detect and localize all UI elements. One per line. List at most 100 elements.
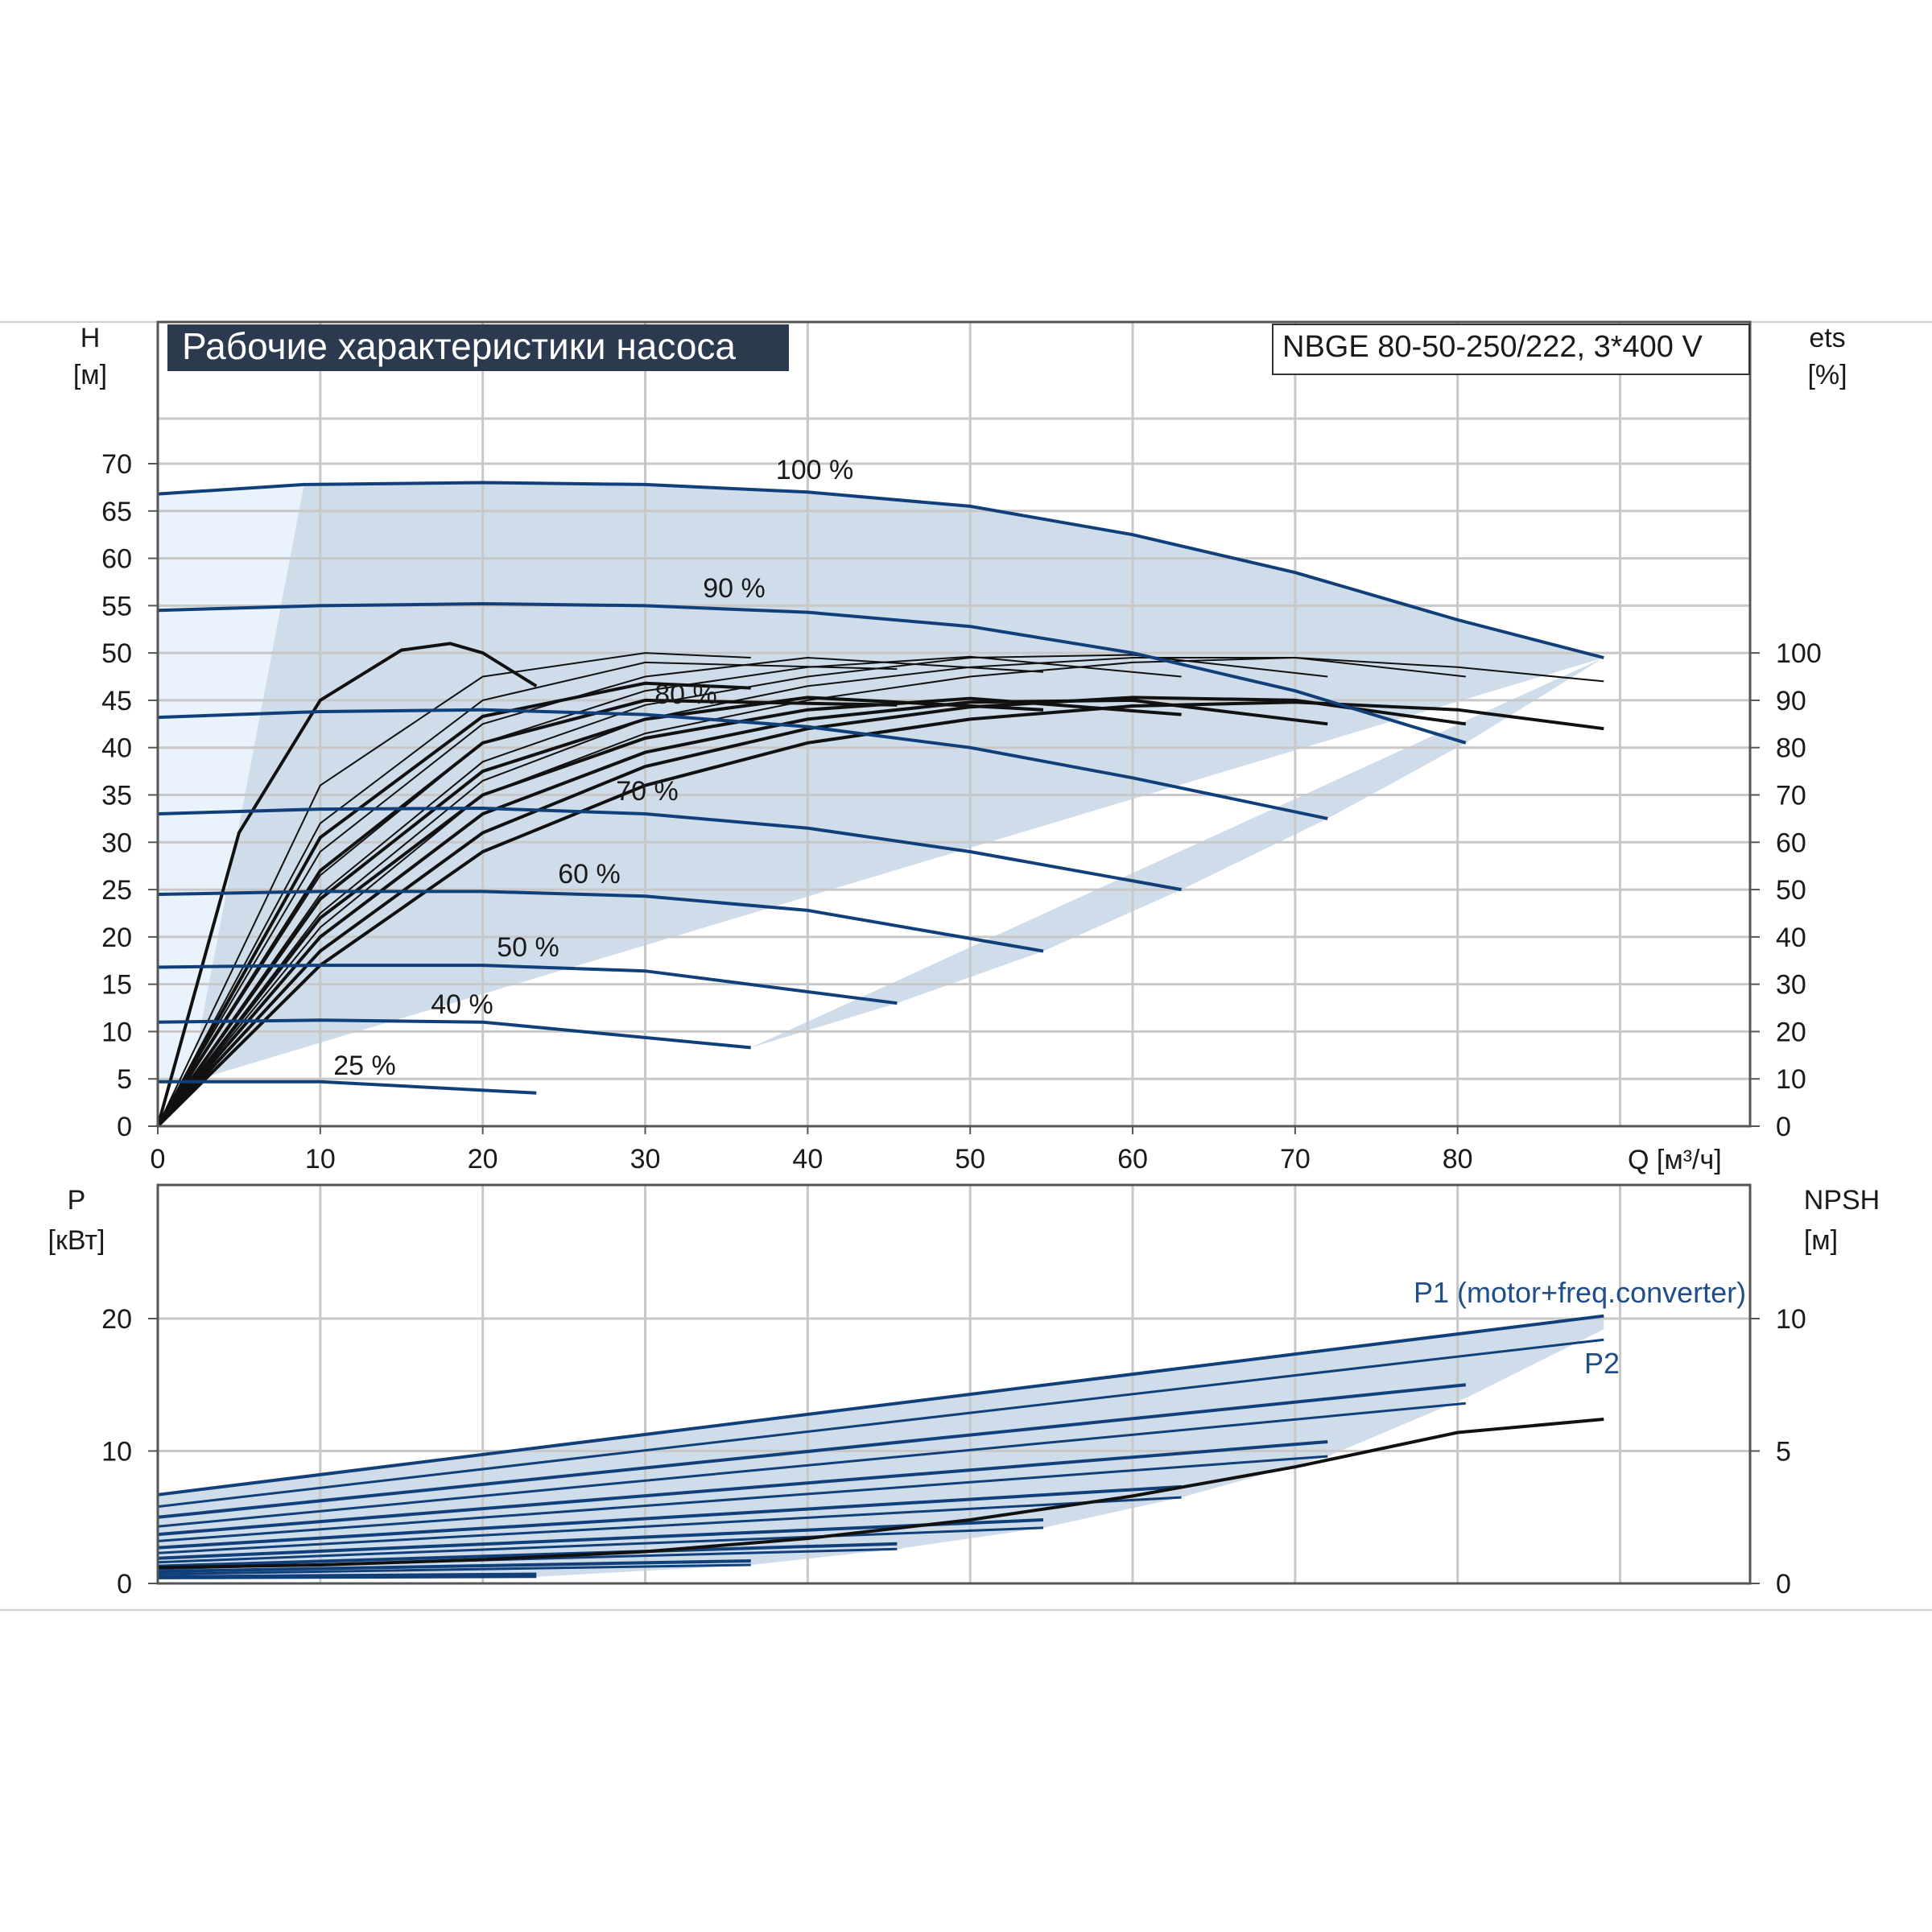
efficiency-curve [157, 652, 751, 1127]
y-axis-title-h-unit: [м] [73, 360, 107, 390]
curve-label: 90 % [703, 573, 766, 604]
curve-label: 100 % [776, 455, 853, 485]
plot-frame-bottom [156, 1183, 1752, 1585]
y-tick-label: 60 [101, 544, 132, 575]
y2-tick-label: 100 [1776, 638, 1822, 669]
y-axis-title-h: H [80, 323, 101, 353]
npsh-tick-label: 0 [1776, 1569, 1791, 1600]
speed-curve [158, 1080, 537, 1095]
efficiency-curve [157, 654, 1328, 1127]
power-curve [157, 1383, 1467, 1519]
efficiency-curve [157, 656, 1604, 1127]
efficiency-curve [157, 657, 1466, 1127]
curve-label: 60 % [558, 859, 621, 890]
y-tick-label: 15 [101, 970, 132, 1001]
power-curve [157, 1572, 537, 1579]
power-curve [157, 1542, 898, 1568]
power-curve [157, 1484, 1182, 1550]
x-tick-label: 30 [630, 1144, 661, 1174]
head-efficiency-panel: 100 % 90 % 80 % 70 % 60 % 50 %40 % 25 % 0 5 10 15 2… [101, 320, 1822, 1174]
y2-tick-label: 10 [1776, 1064, 1806, 1095]
power-curve [157, 1496, 1182, 1554]
y2-axis-title-npsh-unit: [м] [1804, 1225, 1838, 1256]
power-curve [157, 1575, 537, 1579]
power-npsh-panel: 0 10 20 0 5 10 [101, 1183, 1806, 1600]
power-curve [157, 1559, 751, 1574]
y-tick-label: 65 [101, 497, 132, 527]
y-tick-label: 30 [101, 828, 132, 858]
y2-tick-label: 50 [1776, 875, 1806, 906]
efficiency-curve [157, 661, 898, 1127]
y2-tick-label: 90 [1776, 686, 1806, 716]
y2-tick-label: 80 [1776, 733, 1806, 764]
y-axis-title-p-unit: [кВт] [48, 1225, 105, 1256]
curve-label: 40 % [431, 989, 493, 1020]
x-tick-label: 60 [1117, 1144, 1148, 1174]
npsh-tick-label: 10 [1776, 1304, 1806, 1335]
power-curve [157, 1518, 1044, 1560]
power-curve [157, 1563, 751, 1575]
y-tick-label: 10 [101, 1017, 132, 1047]
speed-curve [157, 708, 1328, 820]
power-curve [157, 1314, 1604, 1496]
speed-curve [157, 806, 1182, 892]
efficiency-curve [156, 696, 1044, 1128]
power-curve [157, 1455, 1328, 1542]
efficiency-curve [156, 700, 1604, 1128]
x-tick-label: 0 [151, 1144, 166, 1174]
efficiency-curve [156, 681, 751, 1127]
speed-curve [157, 890, 1044, 953]
curve-label: 80 % [654, 679, 717, 710]
npsh-curve [157, 1418, 1604, 1570]
power-curve [157, 1402, 1466, 1528]
y2-tick-label: 30 [1776, 970, 1806, 1001]
x-tick-label: 80 [1443, 1144, 1473, 1174]
y-tick-label: 40 [101, 733, 132, 764]
y2-tick-label: 40 [1776, 923, 1806, 953]
y-axis-title-p: P [68, 1185, 86, 1216]
y-tick-label: 20 [101, 923, 132, 953]
power-curve [157, 1526, 1044, 1564]
x-tick-label: 10 [305, 1144, 336, 1174]
power-curve [157, 1440, 1328, 1537]
efficiency-curve [156, 698, 898, 1128]
y-tick-label: 25 [101, 875, 132, 906]
x-tick-label: 50 [955, 1144, 985, 1174]
efficiency-curve [157, 655, 1182, 1127]
p-tick-label: 20 [101, 1304, 132, 1335]
p1-label: P1 (motor+freq.converter) [1414, 1276, 1746, 1309]
p2-label: P2 [1584, 1347, 1620, 1380]
model-box [1272, 324, 1750, 375]
speed-curve [157, 481, 1604, 659]
speed-curve [157, 964, 898, 1005]
y2-axis-title-npsh: NPSH [1804, 1185, 1880, 1216]
y2-axis-title-eta-unit: [%] [1807, 360, 1847, 390]
plot-frame-top [156, 320, 1752, 1128]
power-curve [157, 1338, 1604, 1509]
efficiency-curve [156, 696, 1182, 1128]
model-label: NBGE 80-50-250/222, 3*400 V [1282, 330, 1703, 364]
y-tick-label: 0 [117, 1112, 132, 1142]
y2-tick-label: 0 [1776, 1112, 1791, 1142]
x-tick-label: 20 [468, 1144, 498, 1174]
operating-region-light [158, 484, 304, 1082]
chart-title: Рабочие характеристики насоса [182, 325, 736, 367]
y-tick-label: 70 [101, 449, 132, 480]
y2-tick-label: 70 [1776, 781, 1806, 811]
y-tick-label: 5 [117, 1064, 132, 1095]
curve-label: 70 % [616, 776, 679, 807]
x-tick-label: 70 [1280, 1144, 1311, 1174]
p-tick-label: 0 [117, 1569, 132, 1600]
y-tick-label: 50 [101, 638, 132, 669]
x-tick-label: 40 [792, 1144, 823, 1174]
efficiency-curve [156, 696, 1467, 1128]
x-axis-title: Q [м³/ч] [1628, 1145, 1722, 1175]
efficiency-curve [156, 642, 538, 1127]
efficiency-curve [156, 698, 1328, 1128]
y2-tick-label: 20 [1776, 1017, 1806, 1047]
speed-curve [157, 601, 1467, 745]
y2-axis-title-eta: ets [1809, 323, 1845, 353]
curve-label: 25 % [333, 1051, 396, 1081]
npsh-tick-label: 5 [1776, 1437, 1791, 1468]
